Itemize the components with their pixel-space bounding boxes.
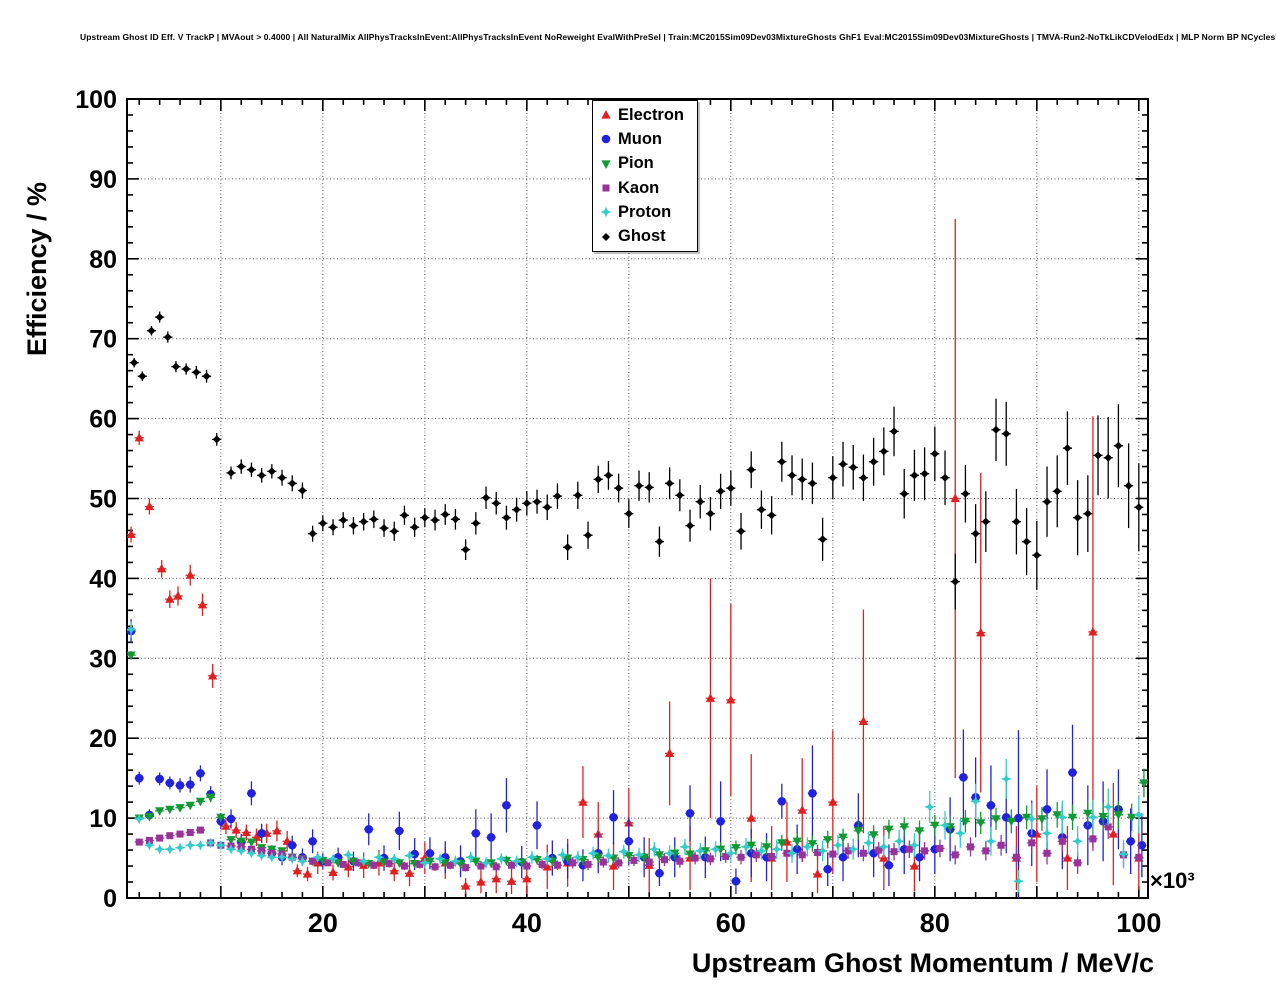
- ghost-marker-icon: [602, 232, 610, 241]
- kaon-marker-icon: [602, 184, 610, 192]
- svg-text:50: 50: [89, 486, 117, 514]
- legend-entry-proton: Proton: [597, 200, 693, 224]
- legend-entry-pion: Pion: [597, 152, 693, 176]
- svg-text:80: 80: [920, 908, 950, 938]
- series-pion: [127, 651, 1148, 869]
- x-axis-title: Upstream Ghost Momentum / MeV/c: [691, 948, 1154, 978]
- svg-text:20: 20: [308, 908, 338, 938]
- y-axis-title: Efficiency / %: [22, 181, 52, 356]
- series-ghost: [129, 311, 1144, 610]
- electron-marker-icon: [601, 110, 611, 119]
- svg-text:70: 70: [89, 326, 117, 354]
- svg-text:20: 20: [89, 725, 117, 753]
- svg-text:90: 90: [89, 166, 117, 194]
- legend-label: Ghost: [618, 227, 666, 246]
- svg-text:40: 40: [512, 908, 542, 938]
- legend-entry-ghost: Ghost: [597, 224, 693, 248]
- svg-text:80: 80: [89, 246, 117, 274]
- plot-title: Upstream Ghost ID Eff. V TrackP | MVAout…: [80, 32, 1276, 42]
- svg-text:100: 100: [75, 86, 117, 114]
- legend-label: Pion: [618, 154, 654, 173]
- svg-text:40: 40: [89, 565, 117, 593]
- svg-text:60: 60: [89, 406, 117, 434]
- svg-text:100: 100: [1116, 908, 1161, 938]
- proton-marker-icon: [600, 207, 612, 218]
- series-kaon: [134, 814, 1144, 875]
- legend-label: Electron: [618, 105, 685, 124]
- legend-entry-kaon: Kaon: [597, 176, 693, 200]
- legend-entry-electron: Electron: [597, 103, 693, 127]
- series-proton: [127, 621, 1145, 893]
- legend-label: Muon: [618, 129, 662, 148]
- legend-entry-muon: Muon: [597, 127, 693, 151]
- svg-text:0: 0: [103, 885, 117, 913]
- svg-text:10: 10: [89, 805, 117, 833]
- legend-label: Kaon: [618, 178, 660, 197]
- pion-marker-icon: [601, 160, 611, 169]
- x-axis-scale-note: ×10³: [1150, 868, 1195, 893]
- svg-text:60: 60: [716, 908, 746, 938]
- legend: Electron Muon Pion Kaon Proton Ghost: [592, 100, 698, 252]
- muon-marker-icon: [601, 135, 611, 144]
- svg-text:30: 30: [89, 645, 117, 673]
- legend-label: Proton: [618, 202, 672, 221]
